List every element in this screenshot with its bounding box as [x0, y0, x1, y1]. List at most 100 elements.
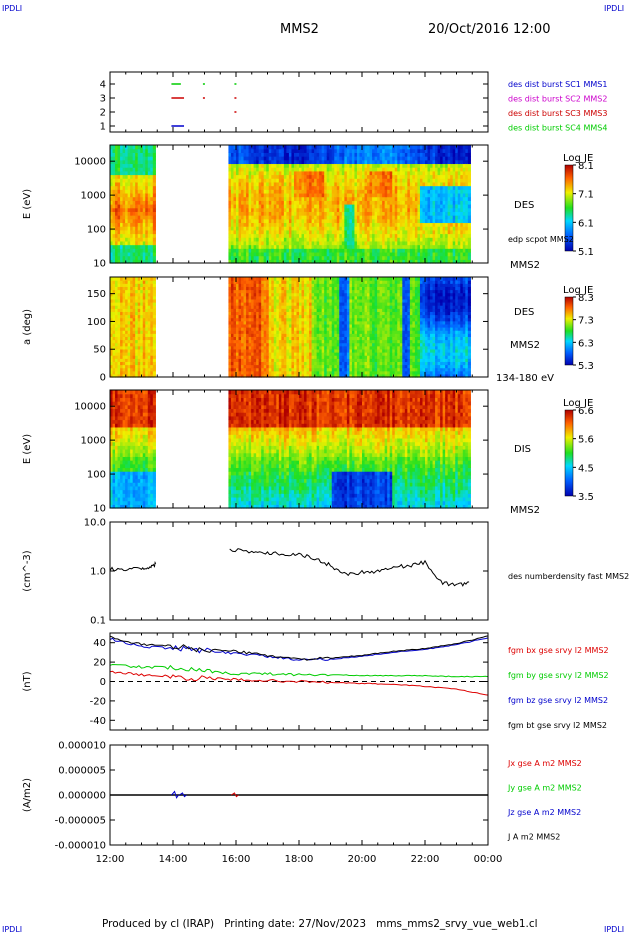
spectrogram-cell: [236, 229, 240, 235]
spectrogram-cell: [271, 200, 275, 205]
spectrogram-cell: [263, 152, 267, 157]
spectrogram-cell: [417, 200, 421, 205]
spectrogram-cell: [142, 361, 146, 366]
spectrogram-cell: [419, 204, 424, 209]
spectrogram-cell: [147, 251, 151, 257]
spectrogram-cell: [314, 211, 318, 216]
spectrogram-cell: [233, 251, 237, 257]
spectrogram-cell: [150, 170, 154, 176]
spectrogram-cell: [409, 196, 413, 201]
spectrogram-cell: [125, 308, 129, 312]
spectrogram-cell: [115, 170, 119, 176]
spectrogram-cell: [278, 204, 282, 209]
spectrogram-cell: [112, 314, 116, 319]
spectrogram-cell: [112, 204, 116, 209]
spectrogram-cell: [271, 240, 275, 246]
spectrogram-cell: [460, 240, 464, 246]
spectrogram-cell: [137, 237, 141, 242]
spectrogram-cell: [329, 251, 333, 257]
spectrogram-cell: [130, 152, 134, 157]
spectrogram-cell: [135, 152, 139, 157]
spectrogram-cell: [140, 330, 144, 334]
spectrogram-cell: [120, 174, 124, 179]
spectrogram-cell: [115, 311, 119, 316]
spectrogram-cell: [339, 244, 343, 249]
spectrogram-cell: [467, 152, 471, 157]
spectrogram-cell: [344, 196, 348, 201]
spectrogram-cell: [321, 259, 325, 264]
spectrogram-cell: [140, 308, 144, 312]
spectrogram-cell: [379, 178, 383, 183]
spectrogram-cell: [147, 159, 151, 165]
spectrogram-cell: [467, 185, 471, 190]
spectrogram-cell: [304, 170, 308, 176]
spectrogram-cell: [460, 251, 464, 257]
spectrogram-cell: [440, 163, 444, 168]
spectrogram-cell: [334, 174, 338, 179]
spectrogram-cell: [372, 248, 376, 253]
spectrogram-cell: [281, 163, 285, 168]
spectrogram-cell: [314, 259, 318, 264]
spectrogram-cell: [372, 159, 376, 165]
spectrogram-cell: [233, 292, 237, 297]
spectrogram-cell: [462, 240, 466, 246]
spectrogram-cell: [397, 152, 401, 157]
spectrogram-cell: [288, 152, 293, 157]
spectrogram-cell: [422, 156, 426, 161]
spectrogram-cell: [241, 163, 245, 168]
spectrogram-cell: [246, 200, 250, 205]
spectrogram-cell: [258, 218, 262, 224]
spectrogram-cell: [450, 218, 454, 224]
spectrogram-cell: [117, 330, 121, 334]
spectrogram-cell: [432, 237, 436, 242]
spectrogram-cell: [314, 145, 318, 150]
spectrogram-cell: [137, 320, 141, 325]
spectrogram-cell: [334, 185, 338, 190]
spectrogram-cell: [112, 159, 116, 165]
spectrogram-cell: [394, 211, 398, 216]
spectrogram-cell: [440, 229, 444, 235]
spectrogram-cell: [228, 152, 232, 157]
spectrogram-cell: [387, 163, 391, 168]
spectrogram-cell: [394, 167, 398, 172]
spectrogram-cell: [236, 298, 240, 303]
spectrogram-cell: [142, 156, 146, 161]
spectrogram-cell: [326, 170, 330, 176]
spectrogram-cell: [268, 167, 272, 172]
spectrogram-cell: [301, 189, 305, 194]
spectrogram-cell: [236, 311, 240, 316]
spectrogram-cell: [422, 244, 426, 249]
spectrogram-cell: [150, 167, 154, 172]
spectrogram-cell: [301, 156, 305, 161]
spectrogram-cell: [122, 204, 126, 209]
spectrogram-cell: [430, 244, 434, 249]
spectrogram-cell: [112, 167, 116, 172]
spectrogram-cell: [442, 174, 446, 179]
spectrogram-cell: [268, 204, 272, 209]
spectrogram-cell: [246, 211, 250, 216]
spectrogram-cell: [233, 248, 237, 253]
spectrogram-cell: [278, 145, 282, 150]
spectrogram-cell: [311, 229, 315, 235]
spectrogram-cell: [135, 211, 139, 216]
spectrogram-cell: [281, 248, 285, 253]
spectrogram-cell: [414, 156, 419, 161]
spectrogram-cell: [419, 233, 424, 238]
spectrogram-cell: [125, 156, 129, 161]
spectrogram-cell: [291, 178, 295, 183]
spectrogram-cell: [304, 259, 308, 264]
spectrogram-cell: [462, 226, 466, 231]
spectrogram-cell: [367, 255, 371, 260]
spectrogram-cell: [230, 298, 235, 303]
spectrogram-cell: [309, 251, 313, 257]
spectrogram-cell: [419, 152, 424, 157]
spectrogram-cell: [296, 200, 300, 205]
spectrogram-cell: [392, 156, 396, 161]
spectrogram-cell: [120, 170, 124, 176]
spectrogram-cell: [394, 192, 398, 198]
spectrogram-cell: [241, 174, 245, 179]
spectrogram-cell: [132, 152, 136, 157]
spectrogram-cell: [230, 286, 235, 291]
spectrogram-cell: [452, 148, 456, 153]
spectrogram-cell: [427, 259, 431, 264]
